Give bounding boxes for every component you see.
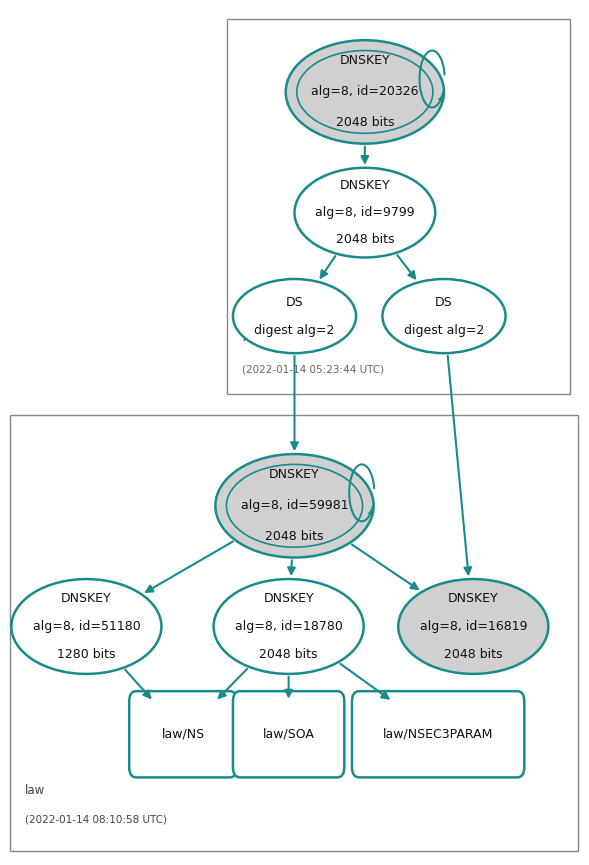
Ellipse shape <box>226 465 363 548</box>
Text: law/NSEC3PARAM: law/NSEC3PARAM <box>383 727 494 740</box>
Text: DS: DS <box>435 296 453 309</box>
Ellipse shape <box>286 40 444 144</box>
Text: DNSKEY: DNSKEY <box>339 54 390 67</box>
Text: digest alg=2: digest alg=2 <box>254 324 335 336</box>
Ellipse shape <box>214 579 363 674</box>
Text: 2048 bits: 2048 bits <box>259 649 318 662</box>
Ellipse shape <box>216 454 373 558</box>
FancyBboxPatch shape <box>10 415 578 850</box>
Text: 2048 bits: 2048 bits <box>444 649 502 662</box>
Text: DNSKEY: DNSKEY <box>269 468 320 481</box>
Text: .: . <box>241 329 247 343</box>
Ellipse shape <box>233 279 356 353</box>
Text: alg=8, id=59981: alg=8, id=59981 <box>241 499 348 512</box>
Text: law/NS: law/NS <box>161 727 205 740</box>
Text: DNSKEY: DNSKEY <box>448 592 499 605</box>
Text: alg=8, id=51180: alg=8, id=51180 <box>32 620 140 633</box>
Ellipse shape <box>398 579 548 674</box>
FancyBboxPatch shape <box>233 691 345 778</box>
Text: DNSKEY: DNSKEY <box>61 592 112 605</box>
Text: digest alg=2: digest alg=2 <box>404 324 484 336</box>
FancyBboxPatch shape <box>227 19 570 394</box>
FancyBboxPatch shape <box>352 691 524 778</box>
Text: alg=8, id=9799: alg=8, id=9799 <box>315 206 415 219</box>
Text: 1280 bits: 1280 bits <box>57 649 115 662</box>
Ellipse shape <box>11 579 161 674</box>
Text: alg=8, id=16819: alg=8, id=16819 <box>419 620 527 633</box>
Text: DNSKEY: DNSKEY <box>263 592 314 605</box>
Text: (2022-01-14 08:10:58 UTC): (2022-01-14 08:10:58 UTC) <box>25 815 167 825</box>
Text: 2048 bits: 2048 bits <box>265 530 324 543</box>
Text: DS: DS <box>286 296 303 309</box>
Text: DNSKEY: DNSKEY <box>339 179 390 192</box>
Text: (2022-01-14 05:23:44 UTC): (2022-01-14 05:23:44 UTC) <box>241 365 384 375</box>
Text: 2048 bits: 2048 bits <box>336 117 394 130</box>
Text: 2048 bits: 2048 bits <box>336 233 394 246</box>
FancyBboxPatch shape <box>129 691 237 778</box>
Text: law/SOA: law/SOA <box>263 727 315 740</box>
Ellipse shape <box>382 279 505 353</box>
Text: alg=8, id=18780: alg=8, id=18780 <box>234 620 343 633</box>
Text: alg=8, id=20326: alg=8, id=20326 <box>311 86 419 99</box>
Ellipse shape <box>294 168 435 258</box>
Text: law: law <box>25 785 45 798</box>
Ellipse shape <box>297 50 433 133</box>
